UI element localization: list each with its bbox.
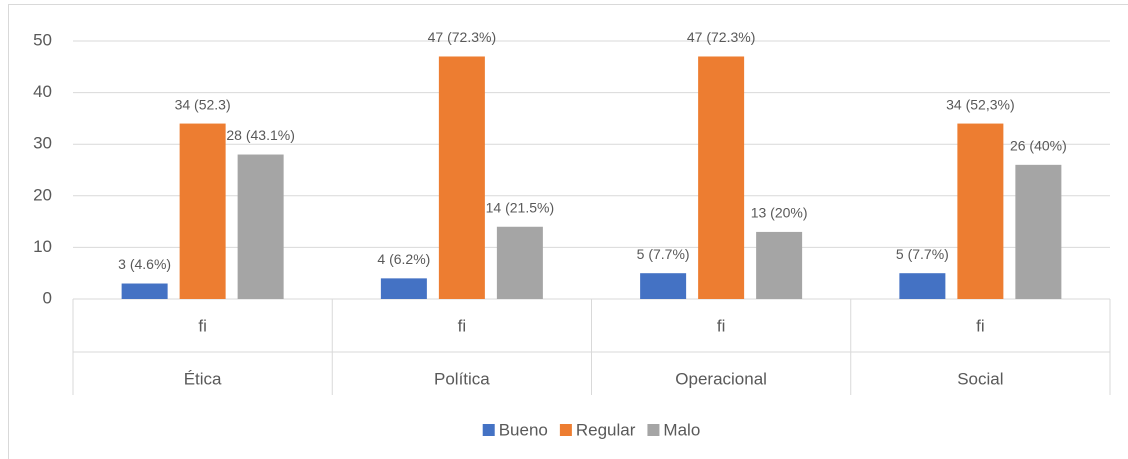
data-label: 13 (20%) [751, 205, 808, 221]
y-tick-label: 10 [33, 237, 52, 256]
x-category-label: Ética [184, 369, 222, 388]
legend-label: Bueno [499, 420, 548, 439]
chart-border [8, 4, 1128, 459]
y-tick-label: 30 [33, 134, 52, 153]
bar [899, 273, 946, 299]
x-subcategory-label: fi [458, 316, 467, 335]
data-label: 5 (7.7%) [637, 246, 690, 262]
data-label: 14 (21.5%) [486, 199, 554, 215]
bar [756, 231, 803, 299]
data-label: 34 (52,3%) [946, 96, 1014, 112]
data-label: 28 (43.1%) [226, 127, 294, 143]
data-label: 47 (72.3%) [428, 29, 496, 45]
y-tick-label: 20 [33, 185, 52, 204]
legend-swatch [559, 424, 572, 436]
bar [380, 278, 427, 299]
legend-label: Malo [663, 420, 700, 439]
legend-swatch [482, 424, 495, 436]
legend-swatch [647, 424, 660, 436]
x-category-label: Política [434, 369, 490, 388]
bar [237, 154, 284, 299]
x-category-label: Social [957, 369, 1003, 388]
bar [1015, 164, 1062, 299]
bar [640, 273, 687, 299]
bar [121, 283, 168, 299]
x-subcategory-label: fi [976, 316, 985, 335]
y-tick-label: 50 [33, 30, 52, 49]
data-label: 47 (72.3%) [687, 29, 755, 45]
bar [438, 56, 485, 300]
data-label: 34 (52.3) [175, 96, 231, 112]
data-label: 26 (40%) [1010, 138, 1067, 154]
y-tick-label: 40 [33, 82, 52, 101]
data-label: 3 (4.6%) [118, 256, 171, 272]
bar [957, 123, 1004, 299]
x-category-label: Operacional [675, 369, 767, 388]
data-label: 4 (6.2%) [377, 251, 430, 267]
bar [698, 56, 745, 300]
x-subcategory-label: fi [198, 316, 207, 335]
legend-label: Regular [576, 420, 636, 439]
y-tick-label: 0 [43, 288, 52, 307]
bar [179, 123, 226, 299]
bar [496, 226, 543, 299]
x-subcategory-label: fi [717, 316, 726, 335]
data-label: 5 (7.7%) [896, 246, 949, 262]
